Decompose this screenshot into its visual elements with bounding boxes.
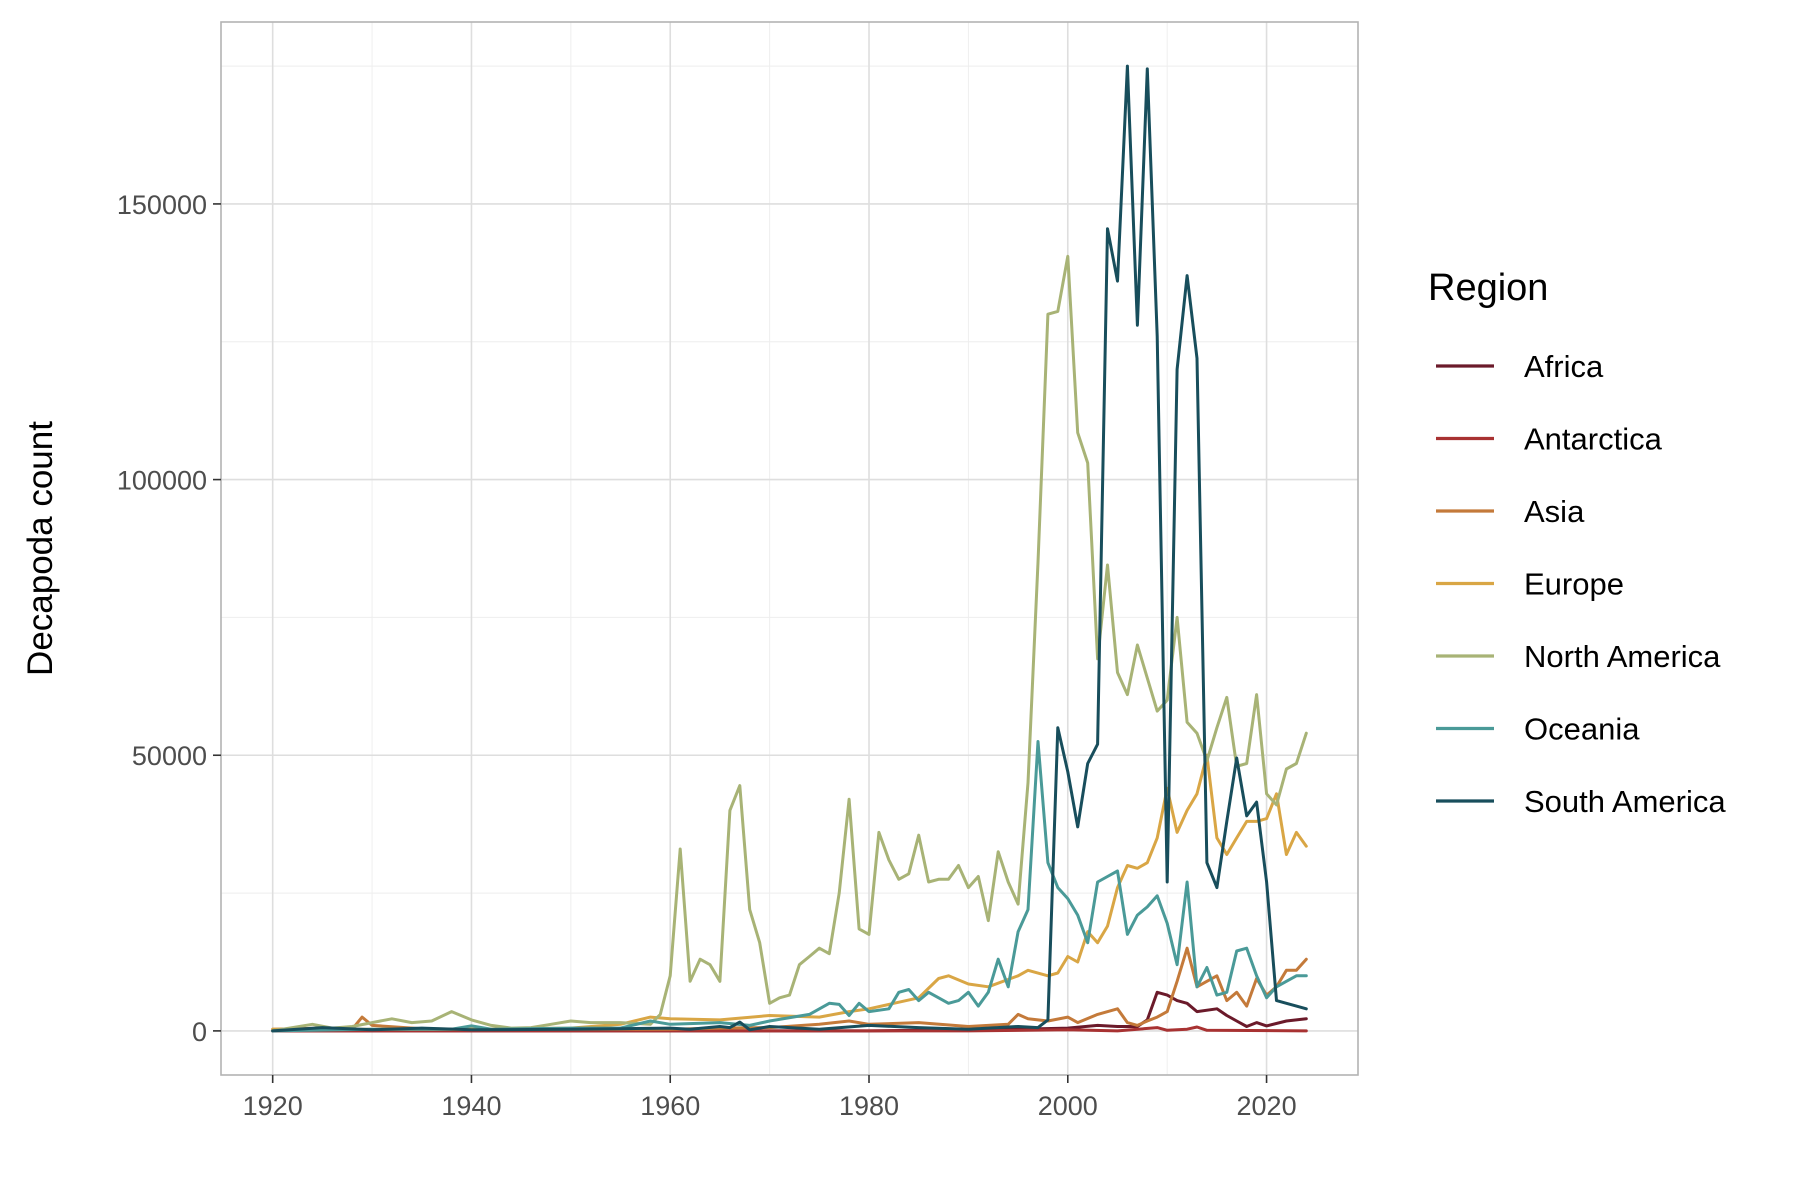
minor-gridlines — [221, 22, 1358, 1075]
y-tick-label: 100000 — [117, 466, 207, 496]
y-axis-title: Decapoda count — [21, 421, 60, 676]
legend-title: Region — [1428, 267, 1548, 309]
legend-label: South America — [1524, 784, 1726, 819]
legend-item: Oceania — [1436, 712, 1640, 747]
legend-item: Asia — [1436, 494, 1585, 529]
x-tick-label: 1940 — [441, 1091, 501, 1121]
y-tick-label: 150000 — [117, 190, 207, 220]
x-tick-label: 1980 — [839, 1091, 899, 1121]
series-line-europe — [271, 753, 1308, 1031]
series-lines — [271, 64, 1308, 1033]
legend-label: Antarctica — [1524, 422, 1663, 457]
legend-item: South America — [1436, 784, 1726, 819]
legend-item: Africa — [1436, 349, 1604, 384]
x-tick-label: 2020 — [1237, 1091, 1297, 1121]
legend-items: Africa Antarctica Asia Europe North America O… — [1436, 349, 1726, 819]
x-axis-ticks: 1920 1940 1960 1980 2000 2020 — [243, 1075, 1297, 1121]
series-line-oceania — [271, 740, 1308, 1033]
x-tick-label: 1920 — [243, 1091, 303, 1121]
legend-label: North America — [1524, 639, 1721, 674]
legend-item: Antarctica — [1436, 422, 1663, 457]
y-tick-label: 50000 — [132, 741, 207, 771]
y-axis-ticks: 0 50000 100000 150000 — [117, 190, 221, 1047]
x-tick-label: 1960 — [640, 1091, 700, 1121]
series-line-antarctica — [271, 1025, 1308, 1033]
legend-label: Africa — [1524, 349, 1604, 384]
series-line-north-america — [271, 254, 1308, 1033]
plot-panel-border — [220, 21, 1359, 1076]
x-tick-label: 2000 — [1038, 1091, 1098, 1121]
legend-label: Asia — [1524, 494, 1585, 529]
legend-item: Europe — [1436, 567, 1624, 602]
legend-label: Oceania — [1524, 712, 1640, 747]
legend-item: North America — [1436, 639, 1721, 674]
series-line-south-america — [271, 64, 1308, 1033]
legend-label: Europe — [1524, 567, 1624, 602]
legend: Region Africa Antarctica Asia Europe North A… — [1428, 267, 1726, 819]
y-tick-label: 0 — [192, 1017, 207, 1047]
